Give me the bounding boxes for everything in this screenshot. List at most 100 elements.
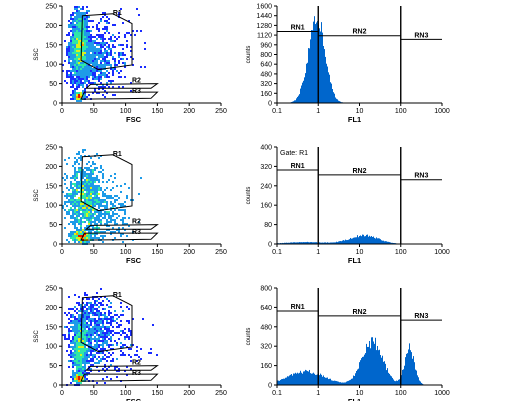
density-dot <box>92 171 94 173</box>
density-dot <box>86 24 88 26</box>
histogram-bar <box>395 381 396 385</box>
density-dot <box>102 324 104 326</box>
density-dot <box>96 326 98 328</box>
density-dot <box>106 376 108 378</box>
density-dot <box>74 326 76 328</box>
histogram-bar <box>384 241 385 244</box>
density-dot <box>116 332 118 334</box>
histogram-bar <box>314 16 315 103</box>
histogram-bar <box>291 374 292 385</box>
density-dot <box>82 237 84 239</box>
density-dot <box>86 324 88 326</box>
marker-rn3: RN3 <box>400 288 442 385</box>
histogram-bar <box>369 340 370 385</box>
density-dot <box>84 322 86 324</box>
density-dot <box>82 187 84 189</box>
density-dot <box>88 320 90 322</box>
density-dot <box>104 26 106 28</box>
gate-r2 <box>84 83 159 89</box>
density-dot <box>68 34 70 36</box>
density-dot <box>110 322 112 324</box>
density-dot <box>98 334 100 336</box>
density-dot <box>72 30 74 32</box>
density-dot <box>106 60 108 62</box>
density-dot <box>124 183 126 185</box>
density-dot <box>66 195 68 197</box>
density-dot <box>82 330 84 332</box>
density-dot <box>68 360 70 362</box>
density-dot <box>72 26 74 28</box>
density-dot <box>94 90 96 92</box>
density-dot <box>76 320 78 322</box>
density-dot <box>88 38 90 40</box>
density-dot <box>104 364 106 366</box>
density-dot <box>72 66 74 68</box>
density-dot <box>82 370 84 372</box>
density-dot <box>102 201 104 203</box>
density-dot <box>90 48 92 50</box>
density-dot <box>86 215 88 217</box>
histogram-bar <box>373 236 374 244</box>
density-dot <box>122 221 124 223</box>
density-dot <box>74 74 76 76</box>
density-dot <box>74 68 76 70</box>
density-dot <box>64 173 66 175</box>
density-dot <box>84 203 86 205</box>
density-dot <box>70 195 72 197</box>
density-dot <box>96 346 98 348</box>
density-dot <box>88 16 90 18</box>
density-dot <box>78 239 80 241</box>
density-dot <box>74 225 76 227</box>
histogram-bar <box>362 234 363 244</box>
histogram-bar <box>292 375 293 385</box>
density-dot <box>98 310 100 312</box>
density-dot <box>102 46 104 48</box>
density-dot <box>88 318 90 320</box>
gate-r3 <box>80 91 159 100</box>
histogram-bars <box>277 337 424 385</box>
density-dot <box>84 336 86 338</box>
density-dot <box>90 322 92 324</box>
histogram-bar <box>393 379 394 385</box>
histogram-bar <box>390 242 391 244</box>
histogram-bar <box>335 242 336 244</box>
x-tick-label: 150 <box>152 108 164 115</box>
histogram-bar <box>364 236 365 244</box>
density-dot <box>102 173 104 175</box>
density-dot <box>124 354 126 356</box>
density-dot <box>106 42 108 44</box>
density-dot <box>74 221 76 223</box>
density-dot <box>76 191 78 193</box>
marker-rn3: RN3 <box>400 147 442 244</box>
density-dot <box>86 310 88 312</box>
density-dot <box>72 191 74 193</box>
density-dot <box>84 94 86 96</box>
density-dot <box>72 215 74 217</box>
density-dot <box>78 348 80 350</box>
marker-rn2: RN2 <box>317 6 401 103</box>
density-dot <box>100 36 102 38</box>
density-dot <box>108 306 110 308</box>
density-dot <box>122 330 124 332</box>
density-dot <box>76 380 78 382</box>
density-dot <box>130 56 132 58</box>
density-dot <box>104 338 106 340</box>
density-dot <box>80 20 82 22</box>
density-dot <box>106 328 108 330</box>
density-dot <box>78 201 80 203</box>
density-dot <box>102 199 104 201</box>
density-dot <box>90 302 92 304</box>
density-dot <box>76 92 78 94</box>
density-dot <box>94 195 96 197</box>
histogram-bar <box>326 63 327 103</box>
x-axis-label: FL1 <box>348 256 361 265</box>
density-dot <box>84 78 86 80</box>
density-dot <box>82 64 84 66</box>
density-dot <box>82 42 84 44</box>
density-dot <box>80 185 82 187</box>
density-dot <box>116 342 118 344</box>
histogram-bar <box>315 24 316 103</box>
density-dot <box>92 78 94 80</box>
density-dot <box>112 24 114 26</box>
density-dot <box>140 348 142 350</box>
